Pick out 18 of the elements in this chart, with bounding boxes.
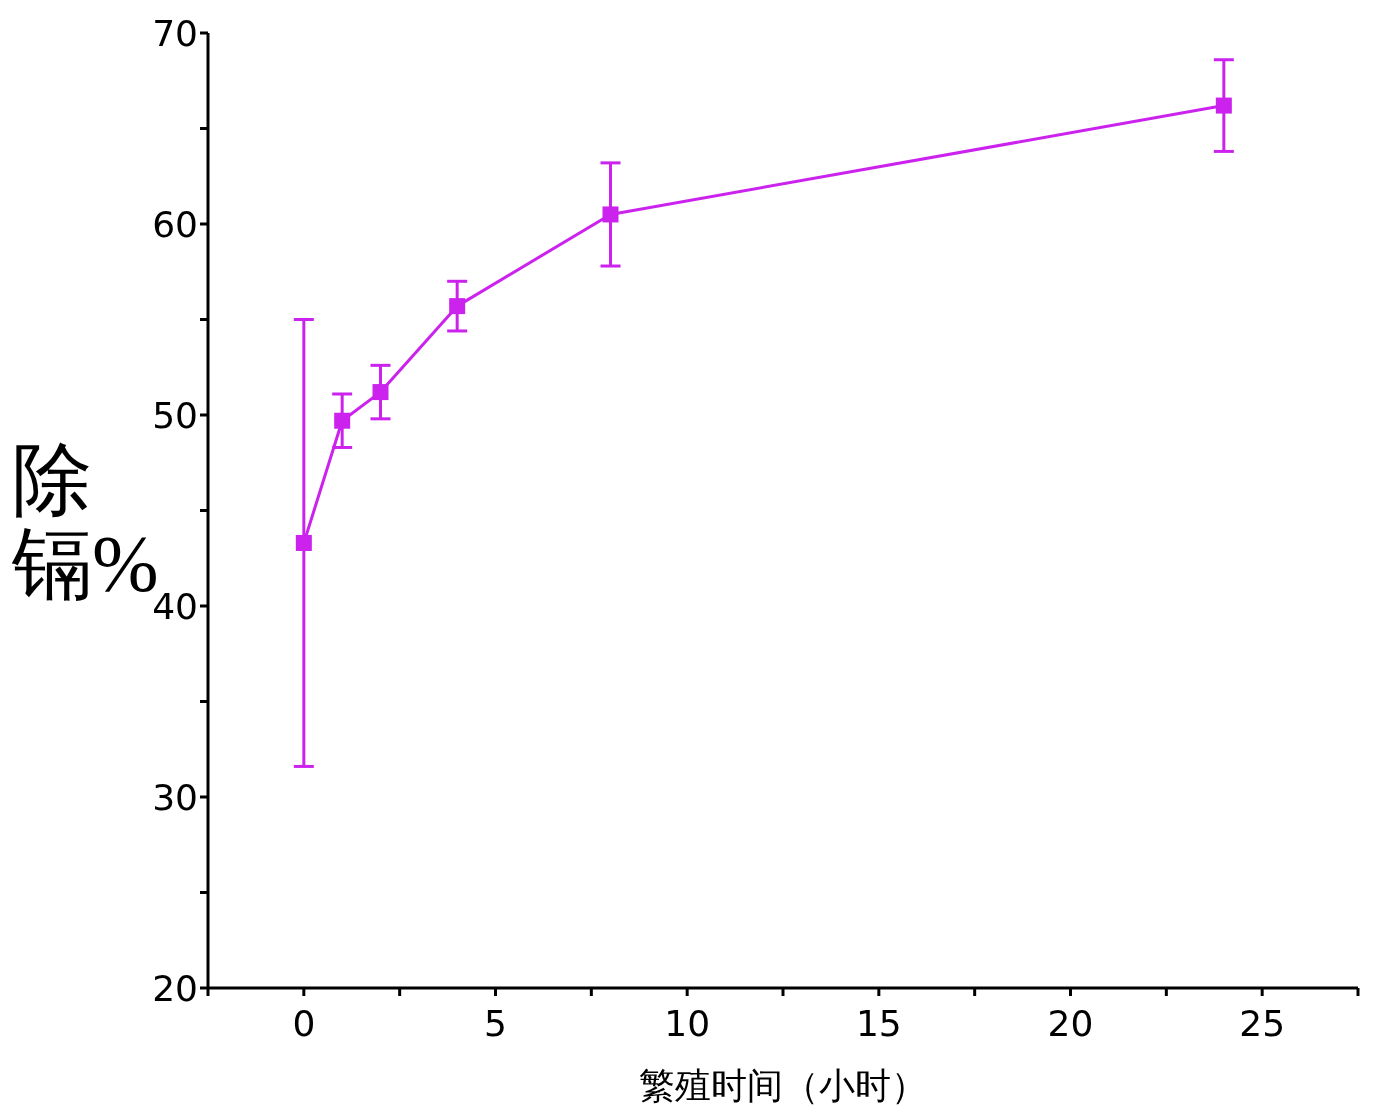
x-tick-label: 20 [1047, 1002, 1094, 1044]
y-tick-label: 20 [152, 967, 198, 1009]
x-tick-label: 0 [292, 1002, 316, 1044]
point [334, 412, 351, 429]
point [1215, 97, 1232, 114]
y-tick-label: 60 [152, 203, 198, 245]
point [372, 384, 389, 401]
x-tick-label: 15 [855, 1002, 902, 1044]
x-axis-title: 繁殖时间（小时） [639, 1066, 927, 1106]
y-tick-label: 50 [152, 394, 198, 436]
x-tick-label: 25 [1239, 1002, 1286, 1044]
point [449, 298, 466, 315]
y-tick-label: 30 [152, 776, 198, 818]
x-tick-label: 10 [664, 1002, 711, 1044]
x-tick-label: 5 [484, 1002, 507, 1044]
point [295, 534, 312, 551]
point [602, 206, 619, 223]
y-tick-label: 70 [152, 12, 198, 54]
